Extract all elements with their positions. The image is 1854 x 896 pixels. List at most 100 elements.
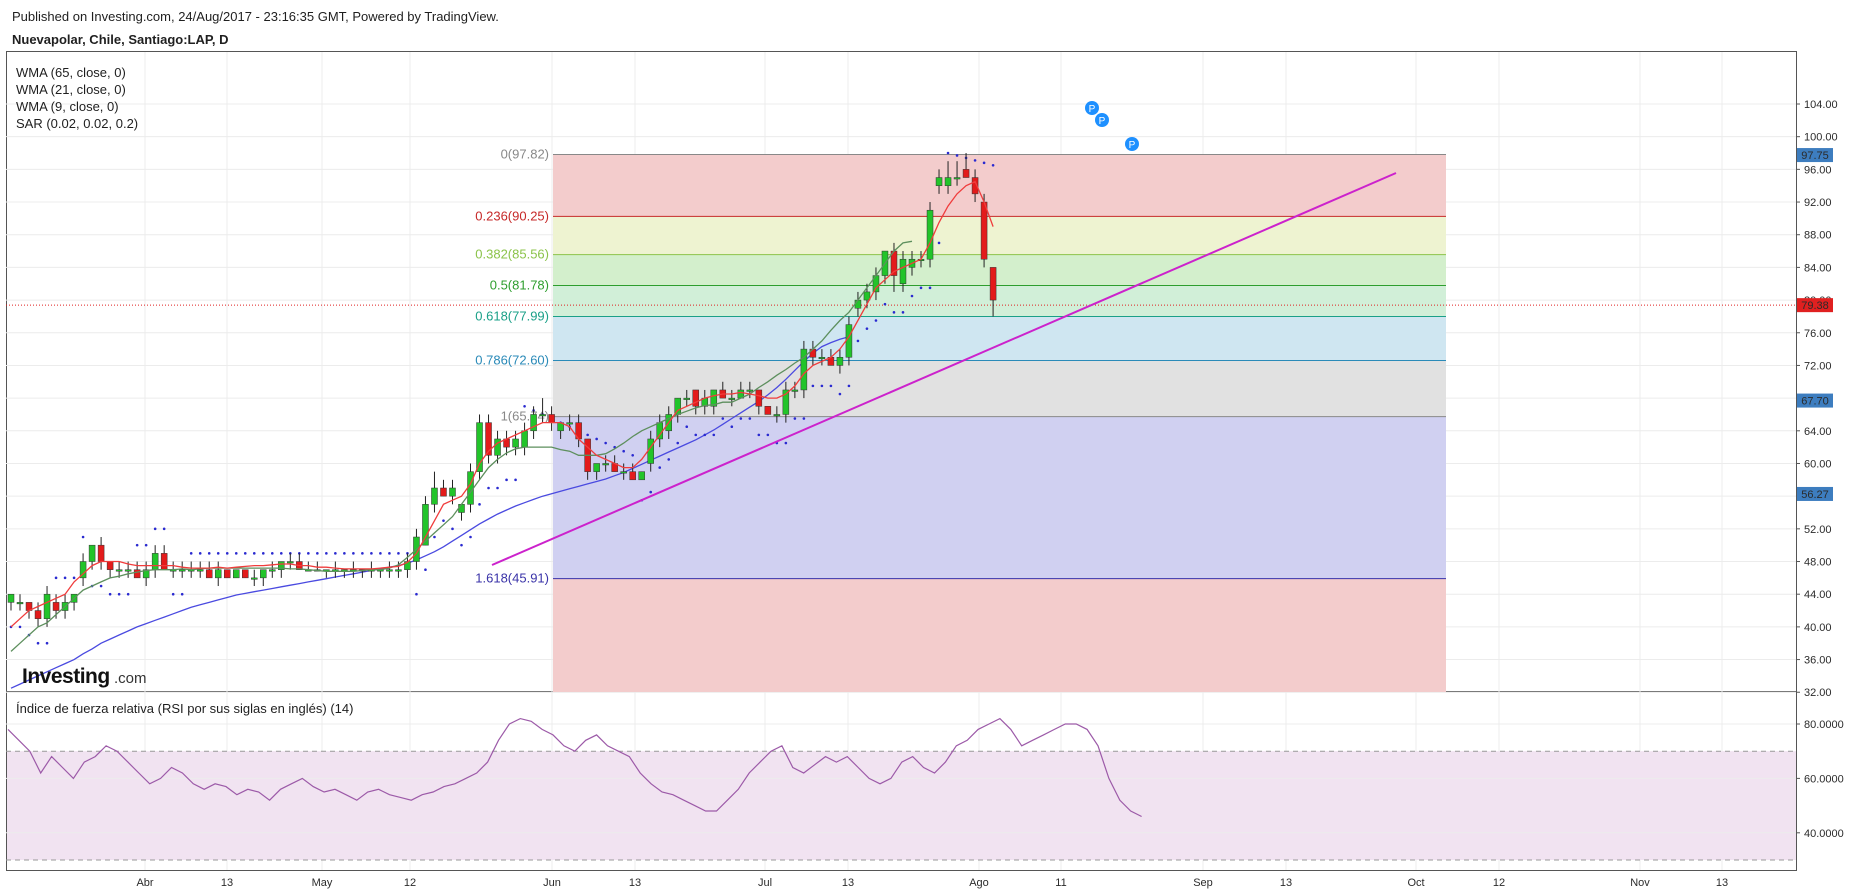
sar-dot <box>820 384 824 388</box>
sar-dot <box>856 339 860 343</box>
sar-dot <box>343 552 346 555</box>
candle-body <box>395 569 402 572</box>
fib-zone <box>553 154 1446 217</box>
candle-body <box>422 504 429 546</box>
sar-dot <box>117 592 121 596</box>
logo-text: Investing <box>22 665 110 688</box>
candle-body <box>43 593 51 619</box>
sar-dot <box>153 527 157 531</box>
rsi-title[interactable]: Índice de fuerza relativa (RSI por sus s… <box>16 701 353 716</box>
indicator-wma9[interactable]: WMA (9, close, 0) <box>16 99 119 114</box>
marker-p: P <box>1095 113 1109 127</box>
sar-dot <box>352 552 355 555</box>
sar-dot <box>442 519 445 522</box>
wma65-path <box>10 336 850 689</box>
sar-dot <box>108 592 112 596</box>
time-tick: Oct <box>1407 877 1424 889</box>
candle-body <box>845 324 853 358</box>
candle-body <box>566 422 573 425</box>
price-label: 56.27 <box>1801 489 1829 501</box>
candle-body <box>476 422 483 472</box>
candle-body <box>223 569 231 579</box>
sar-dot <box>928 286 932 290</box>
sar-dot <box>99 584 103 588</box>
sar-dot <box>451 527 454 531</box>
candle-body <box>196 569 204 572</box>
sar-dot <box>658 466 662 469</box>
candle-body <box>647 438 654 464</box>
price-tick: 92.00 <box>1804 197 1832 209</box>
indicator-wma21[interactable]: WMA (21, close, 0) <box>16 82 126 97</box>
candle-body <box>899 258 907 284</box>
sar-dot <box>622 449 625 453</box>
sar-dot <box>487 486 490 490</box>
wma9-line <box>10 180 994 628</box>
sar-dot <box>81 535 85 539</box>
logo-suffix: .com <box>114 670 147 687</box>
price-tick: 40.00 <box>1804 622 1832 634</box>
fib-label: 1.618(45.91) <box>475 571 549 586</box>
time-tick: 11 <box>1055 877 1066 889</box>
candle-body <box>467 471 474 505</box>
indicator-sar[interactable]: SAR (0.02, 0.02, 0.2) <box>16 116 138 131</box>
fib-label: 0.786(72.60) <box>475 353 549 368</box>
candle-body <box>133 569 141 579</box>
candle-body <box>440 487 447 497</box>
price-tick: 44.00 <box>1804 589 1832 601</box>
candle-body <box>287 561 294 564</box>
candle-body <box>782 389 790 415</box>
sar-dot <box>180 592 184 596</box>
price-axis[interactable]: 104.00100.0096.0092.0088.0084.0080.0076.… <box>1796 99 1838 699</box>
sar-dot <box>72 576 76 580</box>
candle-body <box>260 569 267 579</box>
time-tick: 13 <box>629 877 641 889</box>
event-markers[interactable]: PPP <box>1085 101 1139 151</box>
time-tick: Nov <box>1630 877 1650 889</box>
sar-dot <box>514 478 517 482</box>
candle-body <box>692 389 700 407</box>
fib-zone <box>553 360 1446 417</box>
sar-dot <box>757 433 761 437</box>
sar-dot <box>144 543 148 547</box>
sar-dot <box>505 478 508 482</box>
sar-dot <box>478 503 481 506</box>
indicator-wma65[interactable]: WMA (65, close, 0) <box>16 65 126 80</box>
candle-body <box>521 430 528 448</box>
candle-body <box>52 602 60 611</box>
sar-dot <box>730 425 734 429</box>
sar-dot <box>712 433 716 437</box>
price-label-bg <box>1797 486 1833 501</box>
sar-dot <box>676 441 680 445</box>
sar-dot <box>667 458 671 461</box>
sar-dot <box>307 552 310 555</box>
sar-dot <box>469 535 472 539</box>
sar-dot <box>793 417 797 420</box>
time-axis[interactable]: Abr 13 May 12 Jun 13 Jul 13 Ago 11 Sep 13 Oct 12 Nov 13 <box>136 877 1728 889</box>
sar-dot <box>496 486 499 490</box>
candle-body <box>205 569 213 579</box>
sar-dot <box>252 552 256 555</box>
sar-dot <box>595 437 598 441</box>
candle-body <box>728 397 736 400</box>
sar-dot <box>973 159 977 162</box>
candle-body <box>79 561 87 579</box>
sar-dot <box>189 552 193 555</box>
sar-dot <box>325 552 328 555</box>
rsi-axis[interactable]: 80.0000 60.0000 40.0000 <box>1796 719 1844 840</box>
sar-dot <box>739 417 743 420</box>
time-tick: Abr <box>136 877 153 889</box>
sar-dot <box>829 384 833 388</box>
sar-dot <box>847 384 851 388</box>
candle-body <box>512 438 519 448</box>
candle-body <box>178 569 186 572</box>
trendline[interactable] <box>491 172 1397 566</box>
candle-body <box>7 593 15 603</box>
sar-dot <box>937 241 941 245</box>
sar-dot <box>865 327 869 330</box>
sar-dot <box>955 154 959 157</box>
candle-body <box>674 397 681 415</box>
sar-dot <box>586 433 589 437</box>
sar-dot <box>198 552 202 555</box>
fibonacci-labels: 0(97.82) 0.236(90.25) 0.382(85.56) 0.5(81.7… <box>475 146 549 585</box>
